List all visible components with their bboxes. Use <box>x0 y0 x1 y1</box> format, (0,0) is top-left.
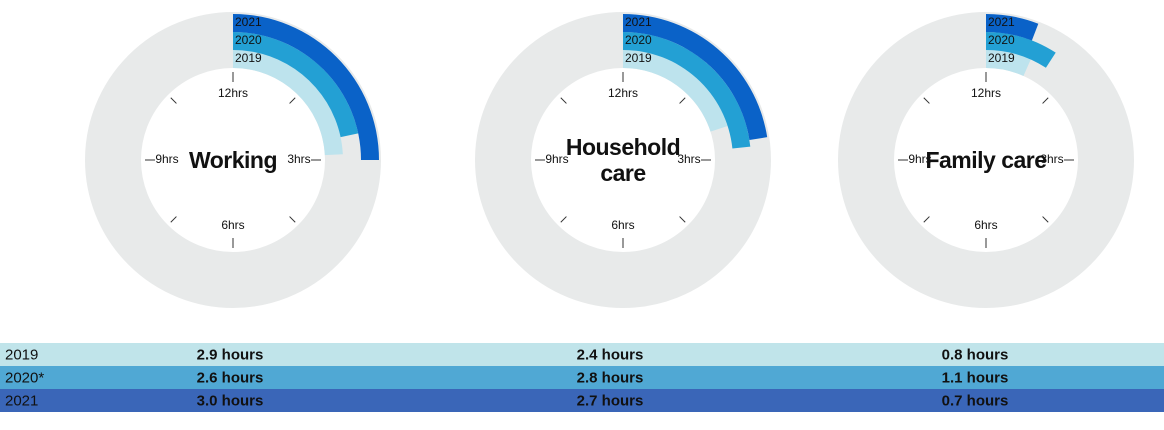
table-cell: 2.8 hours <box>577 369 644 386</box>
chart-title: Household care <box>565 134 681 186</box>
radial-bar <box>986 50 1031 76</box>
ring-label: 2019 <box>235 51 262 65</box>
tick-label: 12hrs <box>971 86 1001 100</box>
table-cell: 2.4 hours <box>577 346 644 363</box>
row-label: 2019 <box>5 346 38 363</box>
ring-label: 2021 <box>625 15 652 29</box>
minor-tick <box>289 97 296 104</box>
tick-label: 3hrs <box>1040 152 1063 166</box>
ring-label: 2020 <box>235 33 262 47</box>
table-cell: 2.9 hours <box>197 346 264 363</box>
radial-bar <box>233 50 343 156</box>
chart-title: Working <box>188 147 278 173</box>
tick-label: 12hrs <box>608 86 638 100</box>
minor-tick <box>560 216 567 223</box>
minor-tick <box>1042 97 1049 104</box>
minor-tick <box>679 216 686 223</box>
tick-label: 9hrs <box>908 152 931 166</box>
radial-bar <box>986 32 1056 68</box>
table-row <box>0 389 1164 412</box>
table-cell: 0.7 hours <box>942 392 1009 409</box>
ring-label: 2020 <box>988 33 1015 47</box>
table-cell: 1.1 hours <box>942 369 1009 386</box>
table-cell: 2.7 hours <box>577 392 644 409</box>
minor-tick <box>679 97 686 104</box>
ring-label: 2020 <box>625 33 652 47</box>
radial-bar <box>623 32 751 149</box>
ring-label: 2021 <box>988 15 1015 29</box>
row-label: 2020* <box>5 369 44 386</box>
minor-tick <box>170 216 177 223</box>
tick-label: 9hrs <box>545 152 568 166</box>
minor-tick <box>170 97 177 104</box>
table-row <box>0 366 1164 389</box>
table-cell: 2.6 hours <box>197 369 264 386</box>
minor-tick <box>560 97 567 104</box>
tick-label: 6hrs <box>611 218 634 232</box>
chart-title: Family care <box>925 147 1047 173</box>
row-label: 2021 <box>5 392 38 409</box>
table-cell: 0.8 hours <box>942 346 1009 363</box>
minor-tick <box>923 97 930 104</box>
ring-label: 2021 <box>235 15 262 29</box>
ring-label: 2019 <box>988 51 1015 65</box>
tick-label: 12hrs <box>218 86 248 100</box>
table-cell: 3.0 hours <box>197 392 264 409</box>
radial-bar <box>986 14 1039 41</box>
radial-bar <box>623 50 728 132</box>
tick-label: 9hrs <box>155 152 178 166</box>
tick-label: 3hrs <box>287 152 310 166</box>
radial-bar <box>623 14 768 140</box>
minor-tick <box>289 216 296 223</box>
tick-label: 3hrs <box>677 152 700 166</box>
radial-bar <box>233 14 379 160</box>
tick-label: 6hrs <box>974 218 997 232</box>
tick-label: 6hrs <box>221 218 244 232</box>
minor-tick <box>1042 216 1049 223</box>
ring-label: 2019 <box>625 51 652 65</box>
table-row <box>0 343 1164 366</box>
radial-bar <box>233 32 359 138</box>
minor-tick <box>923 216 930 223</box>
